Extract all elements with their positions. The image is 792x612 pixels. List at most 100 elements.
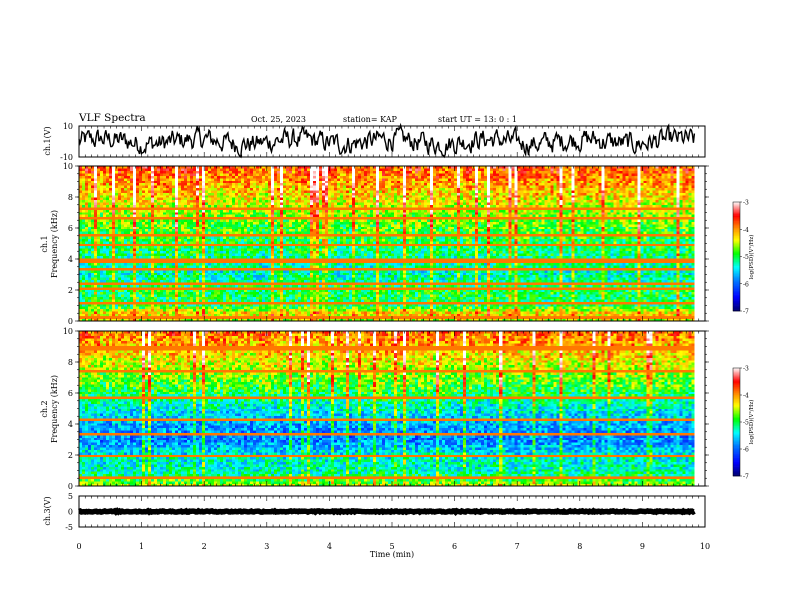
ch1-spectrogram-cell xyxy=(205,170,209,174)
ch1-spectrogram-cell xyxy=(259,209,263,213)
ch1-spectrogram-cell xyxy=(247,192,251,196)
ch1-spectrogram-cell xyxy=(229,248,233,252)
ch1-spectrogram-cell xyxy=(112,224,116,227)
ch1-spectrogram-cell xyxy=(232,219,236,222)
ch1-spectrogram-cell xyxy=(292,192,296,196)
ch1-spectrogram-cell xyxy=(112,306,116,310)
ch1-spectrogram-cell xyxy=(121,226,125,230)
ch1-spectrogram-cell xyxy=(289,262,293,266)
ch1-spectrogram-cell xyxy=(121,316,125,319)
ch1-spectrogram-cell xyxy=(160,316,164,319)
ch1-spectrogram-cell xyxy=(115,284,119,288)
ch1-spectrogram-cell xyxy=(199,233,203,237)
ch1-spectrogram-cell xyxy=(226,190,230,193)
ch1-spectrogram-cell xyxy=(178,187,182,191)
ch1-spectrogram-cell xyxy=(175,168,179,172)
ch1-spectrogram-cell xyxy=(154,241,158,244)
ch1-spectrogram-cell xyxy=(205,166,209,169)
ch1-spectrogram-cell xyxy=(259,178,263,181)
ch1-spectrogram-cell xyxy=(271,212,275,215)
ch1-spectrogram-cell xyxy=(181,250,185,254)
ch1-spectrogram-cell xyxy=(292,182,296,186)
ch1-spectrogram-cell xyxy=(253,212,257,215)
ch1-spectrogram-cell xyxy=(256,207,260,210)
ch1-spectrogram-cell xyxy=(112,255,116,259)
ch1-spectrogram-cell xyxy=(106,182,110,186)
ch1-spectrogram-cell xyxy=(280,245,284,249)
ch1-spectrogram-cell xyxy=(211,214,215,218)
ch1-spectrogram-cell xyxy=(121,291,125,295)
ch1-spectrogram-cell xyxy=(130,204,134,208)
ch1-spectrogram-cell xyxy=(259,306,263,310)
ch1-spectrogram-cell xyxy=(259,195,263,198)
ch1-spectrogram-cell xyxy=(247,299,251,302)
ch1-spectrogram-cell xyxy=(190,316,194,319)
ch1-spectrogram-cell xyxy=(130,316,134,319)
ch1-spectrogram-cell xyxy=(250,187,254,191)
ch1-spectrogram-cell xyxy=(268,316,272,319)
ch1-spectrogram-cell xyxy=(133,253,137,256)
ch1-spectrogram-cell xyxy=(250,173,254,176)
ch1-spectrogram-cell xyxy=(148,170,152,174)
ch1-spectrogram-cell xyxy=(157,170,161,174)
ch1-spectrogram-cell xyxy=(154,173,158,176)
ch1-spectrogram-cell xyxy=(196,228,200,232)
ch1-spectrogram-cell xyxy=(100,180,104,184)
ch1-spectrogram-cell xyxy=(169,238,173,242)
ch1-spectrogram-cell xyxy=(103,226,107,230)
ch1-spectrogram-cell xyxy=(82,318,86,322)
ch1-spectrogram-cell xyxy=(205,226,209,230)
ch1-spectrogram-cell xyxy=(163,250,167,254)
ch1-spectrogram-cell xyxy=(283,216,287,220)
ch1-spectrogram-cell xyxy=(103,304,107,307)
ch1-spectrogram-cell xyxy=(253,202,257,205)
ch1-spectrogram-cell xyxy=(184,260,188,264)
ch1-spectrogram-cell xyxy=(274,245,278,249)
ch1-spectrogram-cell xyxy=(97,233,101,237)
ch1-spectrogram-cell xyxy=(136,192,140,196)
ch1-spectrogram-cell xyxy=(115,209,119,213)
ch1-spectrogram-cell xyxy=(109,238,113,242)
ch1-spectrogram-cell xyxy=(217,228,221,232)
ch1-spectrogram-cell xyxy=(280,219,284,222)
ch1-spectrogram-cell xyxy=(148,178,152,181)
ch1-spectrogram-cell xyxy=(97,262,101,266)
ch1-spectrogram-cell xyxy=(238,248,242,252)
ch1-spectrogram-cell xyxy=(274,209,278,213)
ch1-spectrogram-cell xyxy=(106,207,110,210)
ch1-spectrogram-cell xyxy=(241,221,245,225)
ch1-spectrogram-cell xyxy=(121,199,125,203)
ch1-spectrogram-cell xyxy=(286,175,290,179)
ch1-spectrogram-cell xyxy=(301,294,305,298)
ch1-spectrogram-cell xyxy=(211,192,215,196)
ch1-spectrogram-cell xyxy=(136,294,140,298)
ch1-spectrogram-cell xyxy=(151,253,155,256)
ch1-spectrogram-cell xyxy=(235,299,239,302)
ch1-spectrogram-cell xyxy=(238,207,242,210)
ch1-spectrogram-cell xyxy=(199,226,203,230)
ch1-spectrogram-cell xyxy=(286,173,290,176)
ch1-spectrogram-cell xyxy=(199,313,203,317)
ch1-spectrogram-cell xyxy=(283,226,287,230)
ch1-spectrogram-cell xyxy=(277,214,281,218)
ch1-spectrogram-cell xyxy=(100,231,104,235)
ch1-spectrogram-cell xyxy=(148,241,152,244)
ch1-spectrogram-cell xyxy=(130,306,134,310)
ch1-spectrogram-cell xyxy=(103,195,107,198)
ch1-spectrogram-cell xyxy=(244,306,248,310)
ch1-spectrogram-cell xyxy=(100,265,104,268)
ch1-spectrogram-cell xyxy=(211,294,215,298)
ch1-spectrogram-cell xyxy=(124,296,128,300)
ch1-spectrogram-cell xyxy=(154,182,158,186)
ch1-spectrogram-cell xyxy=(157,195,161,198)
ch1-spectrogram-cell xyxy=(289,284,293,288)
ch1-spectrogram-cell xyxy=(145,226,149,230)
ch1-spectrogram-cell xyxy=(259,173,263,176)
ch1-spectrogram-cell xyxy=(106,318,110,322)
ch1-spectrogram-cell xyxy=(85,233,89,237)
ch1-spectrogram-cell xyxy=(112,221,116,225)
ch1-spectrogram-cell xyxy=(277,277,281,281)
ch1-spectrogram-cell xyxy=(175,175,179,179)
ch1-spectrogram-cell xyxy=(115,238,119,242)
ch1-spectrogram-cell xyxy=(127,209,131,213)
